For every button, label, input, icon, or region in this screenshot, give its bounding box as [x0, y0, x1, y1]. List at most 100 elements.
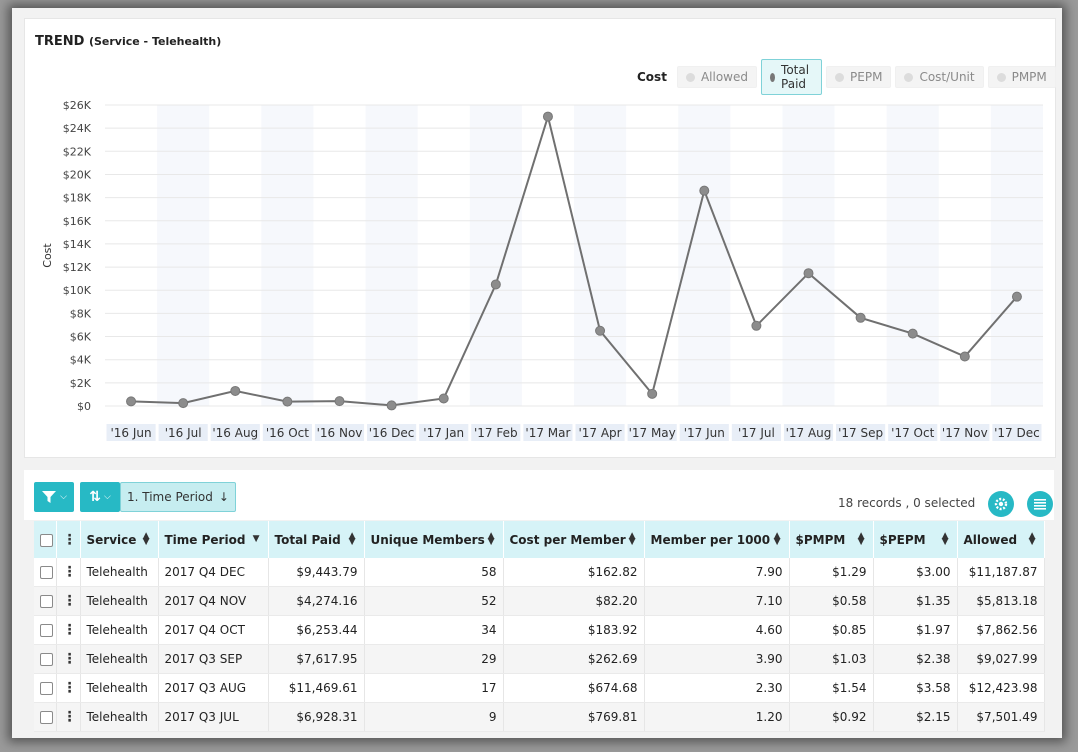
col-header-service[interactable]: Service ▲ ▼ — [80, 521, 159, 558]
col-header-unique-members[interactable]: Unique Members ▲ ▼ — [364, 521, 504, 558]
data-point[interactable] — [595, 325, 606, 336]
table-cell: $1.97 — [873, 615, 958, 645]
col-header-pmpm[interactable]: $PMPM ▲ ▼ — [789, 521, 874, 558]
metric-pepm[interactable]: PEPM — [826, 66, 892, 88]
metric-allowed[interactable]: Allowed — [676, 66, 757, 88]
table-cell: 58 — [364, 558, 504, 587]
table-cell: 2.30 — [644, 673, 790, 703]
kebab-icon[interactable]: ⋮ — [62, 709, 77, 725]
data-point[interactable] — [803, 268, 814, 279]
data-point[interactable] — [490, 279, 501, 290]
data-point[interactable] — [647, 388, 658, 399]
x-tick-label: '16 Jun — [110, 426, 151, 440]
data-point[interactable] — [178, 398, 189, 409]
y-tick-label: $16K — [63, 215, 92, 228]
sort-both-icon: ▲ ▼ — [142, 531, 150, 547]
table-cell: $1.54 — [789, 673, 874, 703]
x-tick-box — [575, 424, 625, 441]
table-cell: $82.20 — [503, 586, 645, 616]
metric-pmpm[interactable]: PMPM — [987, 66, 1056, 88]
time-period-sort-chip[interactable]: 1. Time Period ↓ — [120, 482, 236, 512]
x-tick-label: '17 Nov — [942, 426, 988, 440]
table-cell: 52 — [364, 586, 504, 616]
columns-menu-button[interactable] — [1027, 491, 1053, 517]
data-point[interactable] — [386, 400, 397, 411]
row-checkbox[interactable] — [40, 682, 53, 695]
row-select-cell — [34, 615, 57, 645]
table-cell: 2017 Q4 NOV — [158, 586, 269, 616]
col-header-member-per-1000[interactable]: Member per 1000 ▲ ▼ — [644, 521, 790, 558]
y-tick-label: $0 — [77, 400, 91, 413]
records-count: 18 records , 0 selected — [838, 496, 976, 510]
x-tick-box — [158, 424, 208, 441]
data-point[interactable] — [751, 320, 762, 331]
x-tick-box — [262, 424, 312, 441]
x-tick-label: '16 Oct — [266, 426, 309, 440]
column-band — [782, 105, 835, 406]
row-checkbox[interactable] — [40, 624, 53, 637]
col-header-allowed[interactable]: Allowed ▲ ▼ — [957, 521, 1045, 558]
data-point[interactable] — [438, 393, 449, 404]
data-point[interactable] — [230, 385, 241, 396]
chart-title: TREND (Service - Telehealth) — [35, 34, 221, 49]
x-tick-label: '17 Oct — [891, 426, 934, 440]
col-label: $PEPM — [879, 532, 926, 547]
row-checkbox[interactable] — [40, 595, 53, 608]
radio-dot-icon — [769, 72, 776, 82]
data-point[interactable] — [1011, 291, 1022, 302]
table-cell: 2017 Q4 OCT — [158, 615, 269, 645]
data-point[interactable] — [282, 396, 293, 407]
row-menu-cell: ⋮ — [56, 586, 81, 616]
col-header-time-period[interactable]: Time Period ▼ — [158, 521, 269, 558]
kebab-icon[interactable]: ⋮ — [62, 593, 77, 609]
table-row[interactable]: ⋮ Telehealth 2017 Q4 OCT $6,253.44 34 $183.92… — [34, 615, 1045, 645]
col-header-pepm[interactable]: $PEPM ▲ ▼ — [873, 521, 958, 558]
row-checkbox[interactable] — [40, 653, 53, 666]
row-select-cell — [34, 702, 57, 732]
settings-button[interactable] — [988, 491, 1014, 517]
row-checkbox[interactable] — [40, 711, 53, 724]
table-toolbar: ⌵ ⇅ ⌵ 1. Time Period ↓ 18 records , 0 se… — [24, 470, 1054, 520]
kebab-icon[interactable]: ⋮ — [62, 680, 77, 696]
table-cell: $183.92 — [503, 615, 645, 645]
x-tick-box — [992, 424, 1042, 441]
col-header-cost-per-member[interactable]: Cost per Member ▲ ▼ — [503, 521, 645, 558]
data-point[interactable] — [959, 351, 970, 362]
metric-cost-unit[interactable]: Cost/Unit — [895, 66, 984, 88]
list-icon — [1034, 499, 1046, 510]
table-row[interactable]: ⋮ Telehealth 2017 Q4 DEC $9,443.79 58 $162.82… — [34, 558, 1045, 587]
y-tick-label: $14K — [63, 238, 92, 251]
table-cell: $6,253.44 — [268, 615, 365, 645]
data-point[interactable] — [699, 185, 710, 196]
col-header-total-paid[interactable]: Total Paid ▲ ▼ — [268, 521, 365, 558]
y-tick-label: $4K — [70, 354, 92, 367]
table-row[interactable]: ⋮ Telehealth 2017 Q3 AUG $11,469.61 17 $674.6… — [34, 673, 1045, 703]
x-tick-label: '17 Jul — [738, 426, 775, 440]
filter-button[interactable]: ⌵ — [34, 482, 74, 512]
row-checkbox[interactable] — [40, 566, 53, 579]
table-row[interactable]: ⋮ Telehealth 2017 Q3 JUL $6,928.31 9 $769.81 1… — [34, 702, 1045, 732]
metric-total-paid[interactable]: Total Paid — [760, 59, 823, 95]
data-table: ⋮ Service ▲ ▼ Time Period ▼ Total Paid ▲ ▼ Un… — [34, 521, 1045, 732]
x-tick-label: '17 Jun — [684, 426, 725, 440]
data-point[interactable] — [542, 111, 553, 122]
column-band — [886, 105, 939, 406]
kebab-icon[interactable]: ⋮ — [62, 651, 77, 667]
data-point[interactable] — [907, 328, 918, 339]
x-tick-label: '16 Nov — [317, 426, 363, 440]
sort-both-icon: ▲ ▼ — [628, 531, 636, 547]
x-tick-label: '17 Feb — [474, 426, 518, 440]
data-point[interactable] — [334, 396, 345, 407]
data-point[interactable] — [126, 396, 137, 407]
table-row[interactable]: ⋮ Telehealth 2017 Q3 SEP $7,617.95 29 $262.69… — [34, 644, 1045, 674]
table-row[interactable]: ⋮ Telehealth 2017 Q4 NOV $4,274.16 52 $82.20 7… — [34, 586, 1045, 616]
kebab-icon[interactable]: ⋮ — [62, 531, 77, 548]
radio-dot-icon — [904, 72, 914, 82]
sort-button[interactable]: ⇅ ⌵ — [80, 482, 120, 512]
row-select-cell — [34, 558, 57, 587]
x-tick-label: '16 Jul — [165, 426, 202, 440]
kebab-icon[interactable]: ⋮ — [62, 564, 77, 580]
kebab-icon[interactable]: ⋮ — [62, 622, 77, 638]
data-point[interactable] — [855, 312, 866, 323]
select-all-checkbox[interactable] — [40, 533, 53, 547]
